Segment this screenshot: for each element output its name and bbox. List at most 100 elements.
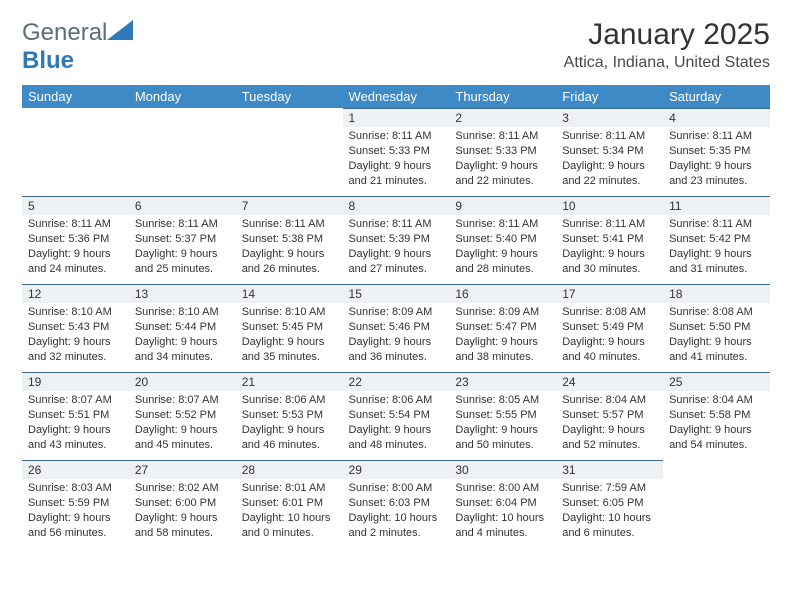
day-number: 6 [129, 196, 236, 215]
daylight-line: Daylight: 9 hours and 34 minutes. [135, 336, 218, 363]
sunset-line: Sunset: 6:05 PM [562, 497, 643, 509]
sunrise-line: Sunrise: 8:11 AM [562, 130, 645, 142]
daylight-line: Daylight: 9 hours and 58 minutes. [135, 512, 218, 539]
daylight-line: Daylight: 9 hours and 35 minutes. [242, 336, 325, 363]
sunset-line: Sunset: 5:33 PM [349, 145, 430, 157]
sunrise-line: Sunrise: 8:00 AM [455, 482, 539, 494]
daylight-line: Daylight: 10 hours and 0 minutes. [242, 512, 331, 539]
day-body: Sunrise: 8:04 AMSunset: 5:57 PMDaylight:… [556, 391, 663, 456]
daylight-line: Daylight: 9 hours and 48 minutes. [349, 424, 432, 451]
logo-text: General Blue [22, 18, 133, 75]
weekday-header: Monday [129, 85, 236, 108]
logo-word-2: Blue [22, 47, 74, 74]
day-number: 3 [556, 108, 663, 127]
day-number: 10 [556, 196, 663, 215]
day-body: Sunrise: 8:11 AMSunset: 5:33 PMDaylight:… [343, 127, 450, 192]
day-body: Sunrise: 8:08 AMSunset: 5:50 PMDaylight:… [663, 303, 770, 368]
calendar-cell: 27Sunrise: 8:02 AMSunset: 6:00 PMDayligh… [129, 460, 236, 548]
calendar-cell: 2Sunrise: 8:11 AMSunset: 5:33 PMDaylight… [449, 108, 556, 196]
day-body: Sunrise: 8:00 AMSunset: 6:04 PMDaylight:… [449, 479, 556, 544]
day-number: 8 [343, 196, 450, 215]
sunrise-line: Sunrise: 8:09 AM [455, 306, 539, 318]
sunrise-line: Sunrise: 8:11 AM [669, 130, 752, 142]
day-number: 19 [22, 372, 129, 391]
sunset-line: Sunset: 6:03 PM [349, 497, 430, 509]
daylight-line: Daylight: 9 hours and 25 minutes. [135, 248, 218, 275]
sunset-line: Sunset: 5:51 PM [28, 409, 109, 421]
day-body: Sunrise: 8:09 AMSunset: 5:46 PMDaylight:… [343, 303, 450, 368]
sunset-line: Sunset: 5:35 PM [669, 145, 750, 157]
sunset-line: Sunset: 5:45 PM [242, 321, 323, 333]
sunrise-line: Sunrise: 8:10 AM [28, 306, 112, 318]
calendar-cell: 13Sunrise: 8:10 AMSunset: 5:44 PMDayligh… [129, 284, 236, 372]
day-number: 21 [236, 372, 343, 391]
calendar-week-row: 26Sunrise: 8:03 AMSunset: 5:59 PMDayligh… [22, 460, 770, 548]
daylight-line: Daylight: 9 hours and 22 minutes. [455, 160, 538, 187]
calendar-cell [129, 108, 236, 196]
calendar-week-row: 19 Sunrise: 8:07 AM Sunset: 5:51 PM Dayligh… [22, 372, 770, 460]
weekday-header: Wednesday [343, 85, 450, 108]
calendar-cell: 5Sunrise: 8:11 AMSunset: 5:36 PMDaylight… [22, 196, 129, 284]
day-number: 12 [22, 284, 129, 303]
calendar-cell: 10Sunrise: 8:11 AMSunset: 5:41 PMDayligh… [556, 196, 663, 284]
sunrise-line: Sunrise: 8:10 AM [135, 306, 219, 318]
weekday-header: Friday [556, 85, 663, 108]
day-number: 11 [663, 196, 770, 215]
day-number: 24 [556, 372, 663, 391]
daylight-line: Daylight: 9 hours and 23 minutes. [669, 160, 752, 187]
daylight-line: Daylight: 9 hours and 32 minutes. [28, 336, 111, 363]
sunset-line: Sunset: 5:42 PM [669, 233, 750, 245]
day-number: 27 [129, 460, 236, 479]
day-number: 1 [343, 108, 450, 127]
day-body: Sunrise: 8:04 AMSunset: 5:58 PMDaylight:… [663, 391, 770, 456]
sunset-line: Sunset: 5:49 PM [562, 321, 643, 333]
daylight-line: Daylight: 9 hours and 40 minutes. [562, 336, 645, 363]
calendar-cell: 15Sunrise: 8:09 AMSunset: 5:46 PMDayligh… [343, 284, 450, 372]
sunrise-line: Sunrise: 8:11 AM [349, 130, 432, 142]
calendar-cell [236, 108, 343, 196]
sunset-line: Sunset: 5:57 PM [562, 409, 643, 421]
calendar-cell: 17Sunrise: 8:08 AMSunset: 5:49 PMDayligh… [556, 284, 663, 372]
calendar-cell: 26Sunrise: 8:03 AMSunset: 5:59 PMDayligh… [22, 460, 129, 548]
location: Attica, Indiana, United States [564, 54, 770, 72]
day-number: 28 [236, 460, 343, 479]
sunset-line: Sunset: 5:44 PM [135, 321, 216, 333]
sunset-line: Sunset: 5:39 PM [349, 233, 430, 245]
sunset-line: Sunset: 6:04 PM [455, 497, 536, 509]
calendar-week-row: 12 Sunrise: 8:10 AM Sunset: 5:43 PM Dayligh… [22, 284, 770, 372]
calendar-cell: 14Sunrise: 8:10 AMSunset: 5:45 PMDayligh… [236, 284, 343, 372]
daylight-line: Daylight: 9 hours and 31 minutes. [669, 248, 752, 275]
daylight-line: Daylight: 10 hours and 2 minutes. [349, 512, 438, 539]
daylight-line: Daylight: 9 hours and 36 minutes. [349, 336, 432, 363]
daylight-line: Daylight: 9 hours and 46 minutes. [242, 424, 325, 451]
logo: General Blue [22, 18, 133, 75]
day-body: Sunrise: 8:11 AMSunset: 5:41 PMDaylight:… [556, 215, 663, 280]
calendar-cell: 6Sunrise: 8:11 AMSunset: 5:37 PMDaylight… [129, 196, 236, 284]
sunrise-line: Sunrise: 8:10 AM [242, 306, 326, 318]
sunrise-line: Sunrise: 8:11 AM [349, 218, 432, 230]
day-number: 22 [343, 372, 450, 391]
sunset-line: Sunset: 5:33 PM [455, 145, 536, 157]
sunrise-line: Sunrise: 8:00 AM [349, 482, 433, 494]
day-number: 20 [129, 372, 236, 391]
day-number: 16 [449, 284, 556, 303]
sunrise-line: Sunrise: 8:11 AM [455, 218, 538, 230]
day-body: Sunrise: 8:10 AM Sunset: 5:43 PM Daylight:… [22, 303, 129, 368]
sunrise-line: Sunrise: 8:11 AM [28, 218, 111, 230]
calendar-cell: 19Sunrise: 8:07 AMSunset: 5:51 PMDayligh… [22, 372, 129, 460]
sunrise-line: Sunrise: 8:06 AM [349, 394, 433, 406]
day-body: Sunrise: 8:11 AMSunset: 5:37 PMDaylight:… [129, 215, 236, 280]
daylight-line: Daylight: 9 hours and 27 minutes. [349, 248, 432, 275]
sunrise-line: Sunrise: 8:09 AM [349, 306, 433, 318]
calendar-week-row: 5Sunrise: 8:11 AMSunset: 5:36 PMDaylight… [22, 196, 770, 284]
day-number: 17 [556, 284, 663, 303]
calendar-cell: 7Sunrise: 8:11 AMSunset: 5:38 PMDaylight… [236, 196, 343, 284]
calendar-cell: 16Sunrise: 8:09 AMSunset: 5:47 PMDayligh… [449, 284, 556, 372]
day-body: Sunrise: 8:11 AMSunset: 5:33 PMDaylight:… [449, 127, 556, 192]
sunset-line: Sunset: 5:43 PM [28, 321, 109, 333]
sunrise-line: Sunrise: 8:07 AM [28, 394, 112, 406]
calendar-cell: 4Sunrise: 8:11 AMSunset: 5:35 PMDaylight… [663, 108, 770, 196]
daylight-line: Daylight: 9 hours and 30 minutes. [562, 248, 645, 275]
day-body: Sunrise: 8:05 AMSunset: 5:55 PMDaylight:… [449, 391, 556, 456]
sunrise-line: Sunrise: 8:11 AM [135, 218, 218, 230]
